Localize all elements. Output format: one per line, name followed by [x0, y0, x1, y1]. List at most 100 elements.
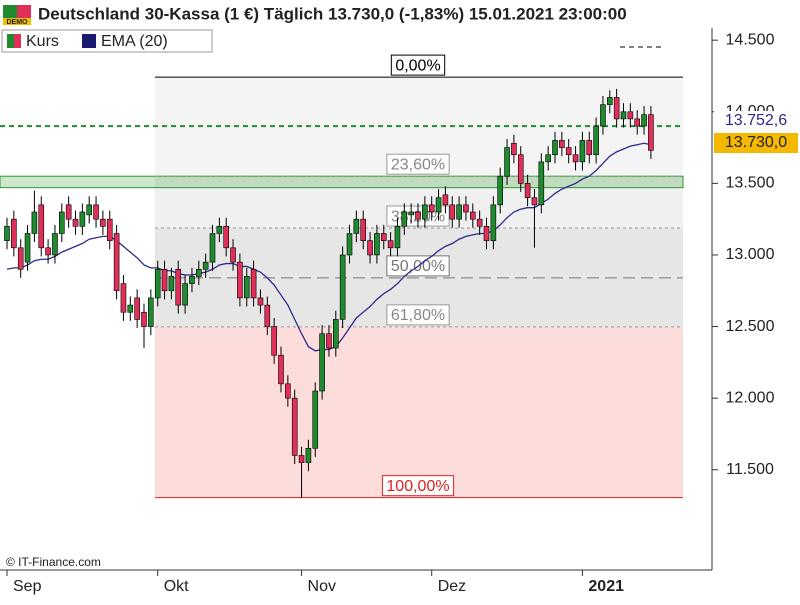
candle-body — [545, 154, 551, 163]
fib-label: 61,80% — [391, 307, 445, 324]
candle-body — [332, 319, 339, 349]
candle-body — [230, 247, 236, 263]
close-label-box — [714, 133, 798, 153]
candle-body — [271, 326, 277, 356]
candle-body — [65, 204, 72, 220]
candle-body — [298, 455, 305, 463]
candle-body — [463, 204, 469, 213]
candle-body — [517, 154, 524, 184]
fib-label-box — [386, 153, 450, 175]
candle-body — [442, 194, 449, 206]
candle-body — [319, 333, 325, 392]
candle-body — [572, 154, 579, 163]
candle-body — [168, 276, 175, 292]
legend-swatch — [14, 34, 21, 48]
candle-body — [52, 233, 58, 256]
x-tick-label: Nov — [308, 578, 336, 595]
y-tick-label: 13.500 — [726, 175, 775, 192]
candle-body — [202, 261, 209, 270]
fib-label: 23,60% — [391, 156, 445, 173]
candle-body — [600, 104, 606, 127]
candle-body — [559, 140, 565, 148]
candle-body — [538, 161, 545, 206]
candle-body — [237, 261, 243, 299]
candle-body — [264, 304, 271, 327]
candle-body — [24, 233, 31, 263]
close-label: 13.730,0 — [725, 134, 787, 151]
fib-label-box — [386, 304, 450, 326]
candle-body — [120, 283, 127, 313]
legend-box — [1, 29, 213, 53]
candle-body — [4, 226, 10, 241]
candle-body — [346, 233, 353, 256]
y-tick-label: 11.500 — [726, 461, 774, 478]
legend-swatch — [7, 34, 14, 48]
candle-body — [483, 226, 490, 241]
fib-label: 100,00% — [386, 478, 449, 495]
fib-label-box — [390, 54, 446, 76]
y-tick-label: 12.500 — [726, 318, 775, 335]
candle-body — [38, 204, 45, 249]
candle-body — [620, 111, 627, 120]
candle-body — [100, 218, 106, 227]
candle-body — [401, 211, 408, 227]
candle-body — [415, 211, 421, 220]
y-tick-label: 12.000 — [726, 389, 775, 406]
candle-body — [435, 197, 442, 213]
candle-body — [189, 276, 195, 284]
fib-label: 0,00% — [395, 57, 440, 74]
candle-body — [380, 233, 387, 241]
candle-body — [593, 125, 599, 156]
candle-body — [422, 204, 428, 220]
candle-body — [490, 204, 497, 241]
candle-body — [285, 383, 291, 399]
y-tick-label: 14.500 — [726, 31, 775, 48]
candle-body — [531, 197, 538, 206]
x-tick-label: 2021 — [588, 578, 624, 595]
legend: Kurs EMA (20) — [1, 29, 213, 53]
candle-body — [360, 218, 367, 241]
candle-body — [552, 140, 558, 156]
ema-label: 13.752,6 — [725, 112, 787, 129]
candle-body — [161, 268, 168, 292]
candle-body — [627, 111, 634, 120]
fib-label-box — [381, 475, 455, 497]
candle-body — [579, 140, 586, 163]
candle-body — [278, 354, 284, 385]
candle-body — [586, 140, 593, 156]
footer: © IT-Finance.com — [6, 555, 101, 569]
candle-body — [305, 447, 312, 463]
candle-body — [72, 218, 79, 227]
candle-body — [86, 204, 92, 216]
candle-body — [634, 118, 641, 127]
candle-body — [79, 211, 86, 227]
fib-zone — [155, 326, 683, 498]
x-tick-label: Okt — [164, 578, 189, 595]
candle-body — [113, 233, 120, 292]
candle-body — [257, 297, 264, 306]
candle-body — [175, 268, 182, 306]
candle-body — [606, 97, 613, 105]
badge-bg — [3, 18, 31, 25]
x-tick-label: Dez — [438, 578, 466, 595]
candle-body — [565, 147, 572, 156]
support-zone — [0, 175, 684, 189]
candle-body — [641, 114, 647, 127]
candle-body — [216, 226, 223, 234]
candle-body — [17, 247, 24, 270]
candle-body — [469, 211, 476, 220]
candle-body — [141, 311, 147, 327]
candle-body — [504, 147, 510, 177]
logo-red — [17, 5, 31, 19]
candle-body — [196, 268, 202, 277]
plot: 0,00%23,60%38,20%50,00%61,80%100,00% — [0, 54, 684, 499]
x-tick-label: Sep — [13, 578, 42, 595]
candle-body — [456, 204, 462, 220]
candle-body — [374, 233, 380, 256]
candle-body — [353, 218, 360, 234]
candle-body — [31, 211, 38, 234]
candle-body — [106, 218, 113, 241]
candle-body — [182, 283, 188, 306]
candle-body — [209, 233, 216, 263]
